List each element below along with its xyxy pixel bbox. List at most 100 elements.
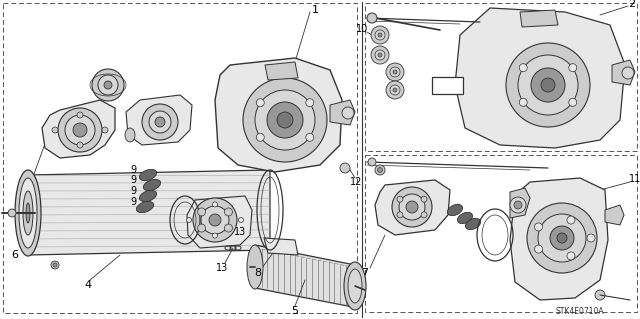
Bar bbox=[365, 155, 637, 312]
Circle shape bbox=[538, 214, 586, 262]
Circle shape bbox=[198, 224, 205, 232]
Ellipse shape bbox=[23, 191, 33, 235]
Text: 13: 13 bbox=[216, 263, 228, 273]
Circle shape bbox=[267, 102, 303, 138]
Circle shape bbox=[51, 261, 59, 269]
Circle shape bbox=[342, 107, 354, 119]
Circle shape bbox=[587, 234, 595, 242]
Circle shape bbox=[92, 69, 124, 101]
Polygon shape bbox=[255, 245, 358, 308]
Ellipse shape bbox=[136, 201, 154, 213]
Circle shape bbox=[212, 233, 218, 238]
Circle shape bbox=[52, 127, 58, 133]
Circle shape bbox=[386, 63, 404, 81]
Circle shape bbox=[393, 88, 397, 92]
Circle shape bbox=[534, 223, 543, 231]
Circle shape bbox=[77, 142, 83, 148]
Text: 12: 12 bbox=[350, 177, 362, 187]
Circle shape bbox=[397, 212, 403, 218]
Circle shape bbox=[65, 115, 95, 145]
Ellipse shape bbox=[26, 203, 30, 223]
Circle shape bbox=[506, 43, 590, 127]
Text: 10: 10 bbox=[356, 24, 368, 34]
Polygon shape bbox=[28, 170, 270, 255]
Polygon shape bbox=[330, 100, 355, 125]
Text: 1: 1 bbox=[312, 5, 319, 15]
Polygon shape bbox=[215, 58, 342, 172]
Circle shape bbox=[102, 127, 108, 133]
Circle shape bbox=[255, 90, 315, 150]
Polygon shape bbox=[612, 60, 635, 85]
Circle shape bbox=[142, 104, 178, 140]
Circle shape bbox=[155, 117, 165, 127]
Circle shape bbox=[519, 98, 527, 106]
Circle shape bbox=[595, 290, 605, 300]
Circle shape bbox=[98, 75, 118, 95]
Polygon shape bbox=[42, 100, 115, 158]
Circle shape bbox=[198, 208, 205, 216]
Text: 9: 9 bbox=[130, 175, 136, 185]
Circle shape bbox=[277, 112, 293, 128]
Ellipse shape bbox=[465, 218, 481, 230]
Polygon shape bbox=[264, 238, 298, 255]
Circle shape bbox=[73, 123, 87, 137]
Circle shape bbox=[340, 163, 350, 173]
Text: 6: 6 bbox=[12, 250, 19, 260]
Ellipse shape bbox=[125, 128, 135, 142]
Circle shape bbox=[519, 64, 527, 72]
Circle shape bbox=[378, 33, 382, 37]
Circle shape bbox=[58, 108, 102, 152]
Circle shape bbox=[557, 233, 567, 243]
Circle shape bbox=[306, 133, 314, 141]
Polygon shape bbox=[126, 95, 192, 145]
Circle shape bbox=[390, 67, 400, 77]
Circle shape bbox=[399, 194, 425, 220]
Text: 9: 9 bbox=[130, 186, 136, 196]
Text: 9: 9 bbox=[130, 197, 136, 207]
Circle shape bbox=[306, 99, 314, 107]
Circle shape bbox=[225, 224, 232, 232]
Circle shape bbox=[193, 198, 237, 242]
Circle shape bbox=[375, 165, 385, 175]
FancyBboxPatch shape bbox=[431, 77, 463, 93]
Circle shape bbox=[375, 50, 385, 60]
Circle shape bbox=[256, 99, 264, 107]
Text: STK4E0710A: STK4E0710A bbox=[556, 307, 604, 315]
Polygon shape bbox=[187, 196, 252, 248]
Polygon shape bbox=[605, 205, 624, 225]
Circle shape bbox=[368, 158, 376, 166]
Circle shape bbox=[371, 46, 389, 64]
Ellipse shape bbox=[15, 170, 41, 256]
Polygon shape bbox=[455, 8, 625, 148]
Circle shape bbox=[390, 85, 400, 95]
Text: 9: 9 bbox=[130, 165, 136, 175]
Circle shape bbox=[378, 53, 382, 57]
Circle shape bbox=[534, 245, 543, 253]
Circle shape bbox=[569, 64, 577, 72]
Circle shape bbox=[421, 196, 427, 202]
Ellipse shape bbox=[247, 245, 263, 289]
Text: 11: 11 bbox=[629, 174, 640, 184]
Circle shape bbox=[397, 196, 403, 202]
Circle shape bbox=[212, 202, 218, 207]
Circle shape bbox=[375, 30, 385, 40]
Circle shape bbox=[149, 111, 171, 133]
Ellipse shape bbox=[344, 262, 366, 310]
Circle shape bbox=[406, 201, 418, 213]
Circle shape bbox=[550, 226, 574, 250]
Bar bbox=[365, 3, 637, 151]
Circle shape bbox=[201, 206, 229, 234]
Circle shape bbox=[77, 112, 83, 118]
Circle shape bbox=[8, 209, 16, 217]
Circle shape bbox=[209, 214, 221, 226]
Ellipse shape bbox=[140, 190, 157, 202]
Bar bbox=[3, 3, 357, 313]
Circle shape bbox=[392, 187, 432, 227]
Ellipse shape bbox=[140, 169, 157, 181]
Circle shape bbox=[104, 81, 112, 89]
Text: 8: 8 bbox=[255, 268, 262, 278]
Circle shape bbox=[371, 26, 389, 44]
Circle shape bbox=[393, 70, 397, 74]
Circle shape bbox=[186, 218, 191, 222]
Circle shape bbox=[510, 197, 526, 213]
